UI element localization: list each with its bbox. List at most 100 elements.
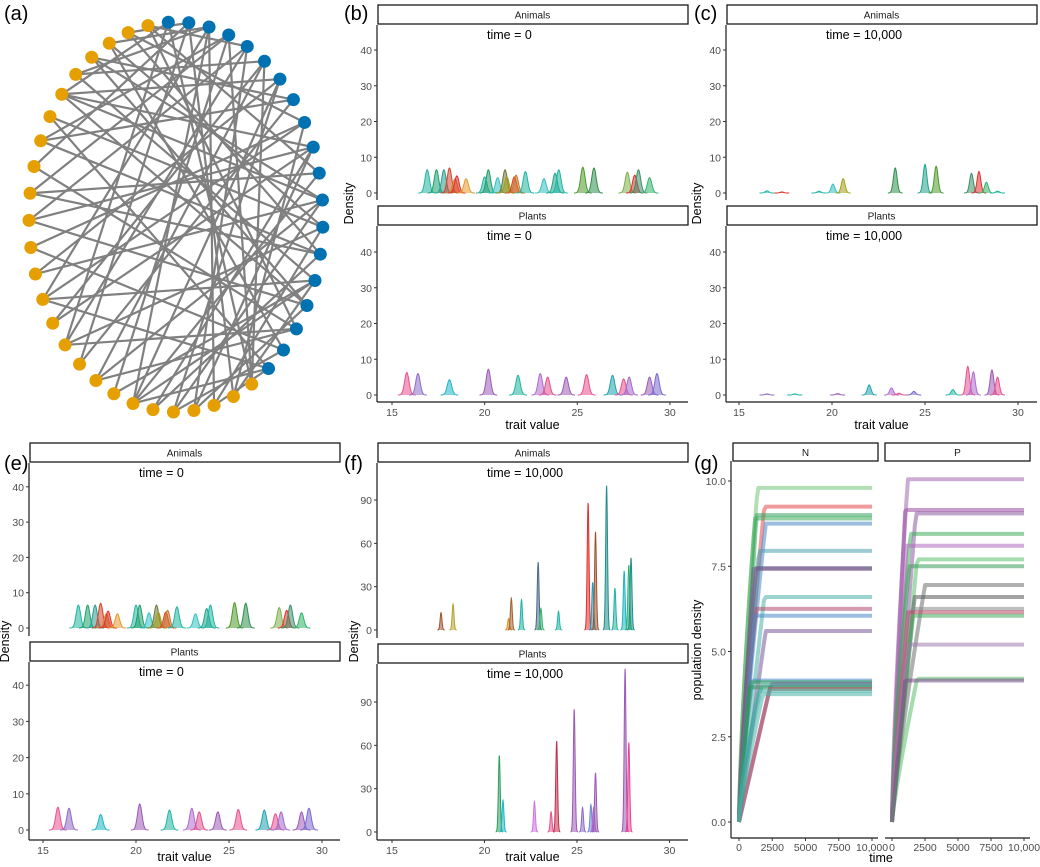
plant-node [23, 186, 37, 200]
y-tick-label: 0.0 [711, 817, 726, 829]
y-tick-label: 20 [12, 753, 24, 765]
x-tick-label: 15 [37, 845, 49, 857]
time-annotation: time = 0 [139, 466, 184, 480]
density-peak [640, 177, 659, 194]
density-peak [573, 166, 592, 194]
plant-node [28, 267, 42, 281]
density-peak [774, 191, 790, 194]
density-peak [570, 709, 579, 833]
network-edge [64, 45, 249, 346]
density-peak [292, 612, 311, 629]
panel-label: (c) [694, 3, 717, 25]
x-axis-title: trait value [157, 850, 211, 864]
density-peak [891, 392, 907, 396]
y-tick-label: 10.0 [706, 476, 727, 488]
plant-node [166, 405, 180, 419]
density-curves [437, 485, 635, 631]
density-peak [507, 596, 516, 631]
y-tick-label: 0 [715, 188, 721, 200]
y-tick-label: 0 [366, 188, 372, 200]
facet-strip-label: Animals [515, 449, 551, 460]
facet-strip [726, 205, 1038, 226]
network-edge [108, 42, 324, 229]
y-tick-label: 10 [360, 354, 372, 366]
density-peak [538, 376, 557, 396]
density-peak [928, 165, 944, 194]
y-tick-label: 90 [360, 697, 372, 709]
density-peak [208, 811, 227, 831]
density-peak [449, 602, 457, 631]
x-tick-label: 15 [733, 407, 745, 419]
animal-node [306, 140, 320, 154]
animal-node [313, 247, 327, 261]
density-peak [990, 376, 1005, 396]
network-edge [61, 93, 314, 149]
density-peak [190, 811, 209, 831]
y-tick-label: 30 [360, 582, 372, 594]
density-peak [906, 390, 922, 396]
y-tick-label: 20 [709, 319, 721, 331]
plant-node [36, 292, 50, 306]
panel-label: (e) [4, 453, 28, 475]
density-peak [60, 807, 78, 831]
network-edge [132, 367, 269, 405]
network-edge [95, 327, 297, 382]
density-peak [437, 611, 445, 631]
facet-strip [29, 641, 341, 662]
y-tick-label: 20 [709, 117, 721, 129]
panel-label: (f) [344, 453, 363, 475]
y-tick-label: 20 [12, 552, 24, 564]
network-edge [75, 60, 265, 76]
y-tick-label: 30 [709, 283, 721, 295]
x-tick-label: 25 [571, 407, 583, 419]
y-axis-title: Density [690, 182, 704, 224]
x-tick-label: 15 [386, 845, 398, 857]
density-peak [945, 389, 961, 396]
animal-node [240, 39, 254, 53]
x-tick-label: 10,000 [856, 842, 888, 854]
y-tick-label: 40 [709, 45, 721, 57]
plant-node [245, 377, 259, 391]
plant-node [85, 50, 99, 64]
plant-node [43, 110, 57, 124]
animal-node [300, 299, 314, 313]
network-edge [232, 122, 306, 397]
network-edge [28, 219, 308, 307]
density-peak [457, 178, 476, 194]
density-peak [554, 610, 563, 631]
density-peak [547, 810, 555, 833]
animal-node [308, 273, 322, 287]
x-tick-label: 20 [479, 407, 491, 419]
density-peak [624, 742, 633, 833]
y-axis-title: population density [690, 599, 704, 701]
time-annotation: time = 10,000 [487, 466, 563, 480]
plant-node [34, 134, 48, 148]
x-tick-label: 5000 [794, 842, 818, 854]
network-edge [75, 25, 210, 76]
density-curves [397, 368, 666, 396]
density-peak [229, 808, 248, 831]
x-tick-label: 7500 [979, 842, 1003, 854]
animal-node [277, 343, 291, 357]
density-peak [130, 803, 149, 831]
density-peak [811, 190, 827, 194]
density-peak [91, 813, 110, 831]
network-edge [232, 279, 316, 398]
network-edge [131, 26, 211, 404]
x-tick-label: 0 [736, 842, 742, 854]
network-edge [42, 279, 316, 301]
y-tick-label: 10 [709, 354, 721, 366]
density-peak [225, 601, 244, 629]
animal-node [298, 115, 312, 129]
plant-node [24, 241, 38, 255]
network-edge [42, 121, 306, 301]
density-peak [516, 170, 535, 194]
network-edge [64, 327, 297, 347]
y-tick-label: 0 [366, 827, 372, 839]
y-tick-label: 40 [12, 680, 24, 692]
x-tick-label: 0 [889, 842, 895, 854]
density-peak [549, 169, 568, 194]
density-curves [48, 803, 318, 831]
facet-strip-label: Plants [868, 212, 896, 223]
density-peak [602, 485, 611, 631]
